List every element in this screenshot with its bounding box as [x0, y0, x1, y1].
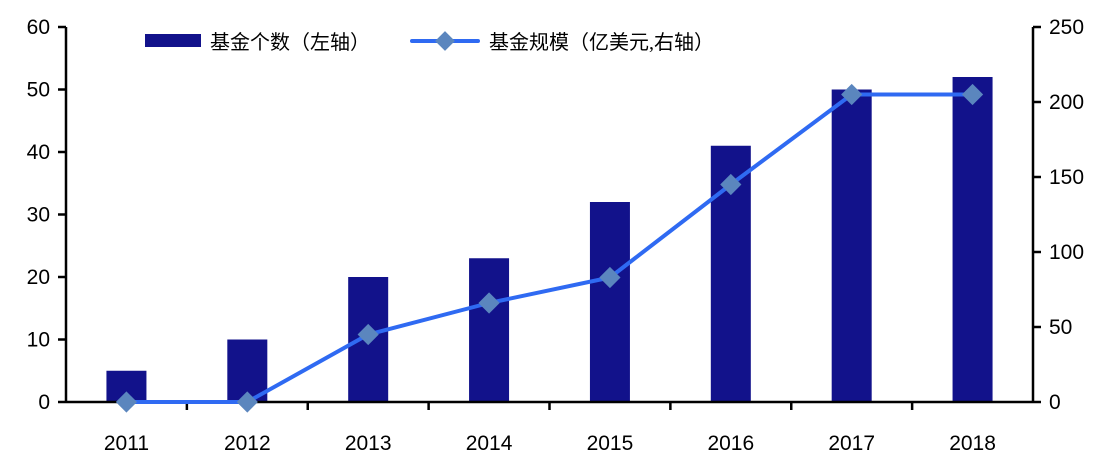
x-axis-label: 2015 [587, 432, 634, 455]
left-tick-label: 20 [27, 266, 50, 289]
left-tick-label: 40 [27, 141, 50, 164]
legend-line-swatch [410, 30, 480, 51]
left-tick-label: 10 [27, 329, 50, 352]
legend-label: 基金个数（左轴） [210, 32, 370, 54]
x-axis-label: 2011 [104, 432, 149, 455]
left-tick-label: 0 [38, 391, 50, 414]
right-tick-label: 0 [1049, 391, 1061, 414]
diamond-marker-2016 [720, 173, 742, 196]
right-tick-label: 250 [1049, 16, 1084, 39]
left-tick-label: 60 [27, 16, 50, 39]
line-series [124, 92, 975, 404]
left-tick-label: 30 [27, 204, 50, 227]
x-axis-label: 2012 [224, 432, 271, 455]
bar-2015 [589, 202, 630, 402]
legend-diamond-marker [435, 30, 455, 51]
right-tick-label: 150 [1049, 166, 1084, 189]
right-tick-label: 50 [1049, 316, 1072, 339]
diamond-marker-2018 [961, 83, 984, 106]
right-tick-label: 100 [1049, 241, 1084, 264]
x-axis-label: 2018 [949, 432, 996, 455]
legend-item-bar: 基金个数（左轴） [145, 26, 370, 55]
x-axis-label: 2014 [466, 432, 513, 455]
diamond-marker-2017 [841, 83, 863, 106]
diamond-marker-2015 [599, 266, 621, 289]
chart-legend: 基金个数（左轴） 基金规模（亿美元,右轴） [145, 26, 714, 55]
legend-item-line: 基金规模（亿美元,右轴） [410, 26, 714, 55]
legend-label: 基金规模（亿美元,右轴） [489, 32, 714, 54]
bar-2017 [831, 89, 872, 402]
x-axis-label: 2017 [828, 432, 875, 455]
left-tick-label: 50 [27, 79, 50, 102]
x-axis-label: 2016 [707, 432, 754, 455]
bar-2014 [469, 258, 510, 402]
right-tick-label: 200 [1049, 91, 1084, 114]
legend-bar-swatch [145, 34, 201, 47]
x-axis-label: 2013 [345, 432, 392, 455]
bar-2018 [952, 77, 993, 402]
